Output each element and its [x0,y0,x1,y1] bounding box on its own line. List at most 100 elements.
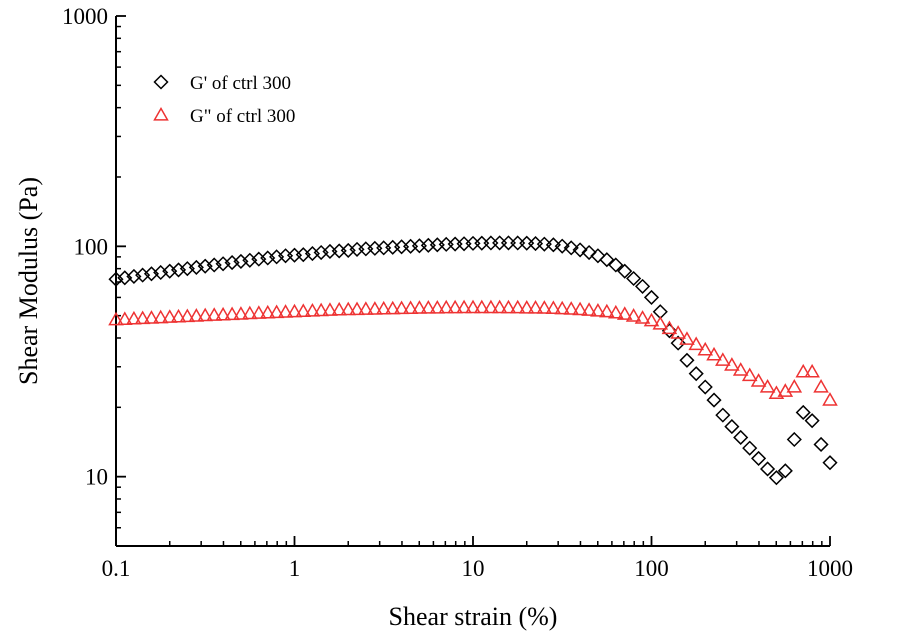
g-double-prime-point [402,300,419,314]
g-double-prime-point [197,307,213,322]
g-double-prime-point [759,379,776,393]
g-double-prime-point [813,379,829,393]
g-double-prime-point [340,301,357,316]
g-prime-point [403,238,419,254]
g-double-prime-point [429,299,446,314]
g-prime-point [385,239,401,255]
g-prime-point [474,235,490,251]
g-prime-point [420,237,436,253]
g-prime-point [331,243,347,259]
g-double-prime-point [670,325,686,339]
g-prime-point [590,248,606,264]
g-prime-point [322,243,338,260]
g-prime-point [162,263,178,279]
g-double-prime-point [795,363,812,378]
g-double-prime-point [616,306,633,320]
g-double-prime-point [804,363,820,378]
legend-marker-g-double-prime [153,106,169,121]
g-prime-point [545,237,561,253]
g-prime-point [554,238,570,254]
g-prime-point [188,259,204,275]
g-double-prime-point [715,352,731,366]
g-double-prime-point [608,304,624,319]
g-prime-point [536,236,552,252]
g-double-prime-point [732,362,749,376]
g-double-prime-point [706,346,722,361]
data-points [108,235,838,486]
g-double-prime-point [304,302,321,317]
g-prime-point [126,268,142,285]
g-double-prime-point [724,357,740,371]
g-double-prime-point [688,336,704,351]
y-axis-label: Shear Modulus (Pa) [14,177,43,385]
g-double-prime-point [233,306,249,320]
g-prime-point [510,235,526,251]
g-double-prime-point [465,299,481,314]
g-double-prime-point [518,299,535,314]
g-prime-point [135,267,151,283]
g-double-prime-point [473,299,490,314]
g-double-prime-point [384,300,401,315]
g-double-prime-point [438,299,455,314]
g-double-prime-point [786,379,803,393]
g-double-prime-point [170,308,187,323]
g-prime-point [438,236,454,252]
g-double-prime-point [634,310,651,324]
g-double-prime-point [420,299,437,314]
g-prime-point [340,242,356,258]
g-double-prime-point [108,311,124,326]
g-prime-point [492,235,508,251]
g-double-prime-point [572,301,588,316]
g-double-prime-point [500,299,517,314]
g-double-prime-point [554,300,570,315]
x-axis-label: Shear strain (%) [389,602,558,631]
x-tick-label: 10 [462,556,485,581]
g-double-prime-point [483,299,499,314]
g-prime-point [411,238,427,254]
x-tick-label: 1000 [807,556,853,581]
x-tick-label: 0.1 [102,556,131,581]
g-prime-point [108,271,124,287]
y-tick-label: 10 [85,465,108,490]
g-prime-point [706,392,722,408]
g-double-prime-point [527,299,544,314]
g-prime-point [313,244,329,261]
g-prime-point [688,366,704,382]
g-prime-point [777,463,793,479]
g-double-prime-point [143,310,160,324]
g-prime-point [394,239,410,255]
g-prime-point [804,413,820,429]
g-double-prime-point [242,305,258,320]
g-prime-point [742,440,758,456]
g-prime-point [367,240,383,256]
x-tick-label: 100 [634,556,669,581]
g-prime-point [519,235,535,251]
g-double-prime-point [206,307,223,321]
g-double-prime-point [215,306,231,321]
g-double-prime-point [268,304,285,319]
g-prime-point [358,241,374,257]
g-double-prime-point [161,309,178,323]
g-double-prime-point [652,315,669,330]
g-double-prime-point [134,310,151,325]
g-prime-point [465,235,481,251]
g-prime-point [447,236,463,252]
g-double-prime-point [679,331,695,345]
g-double-prime-point [367,301,383,315]
g-double-prime-point [286,303,303,318]
g-double-prime-point [625,308,642,322]
g-double-prime-point [545,300,562,314]
g-prime-point [626,270,642,287]
g-double-prime-point [295,303,312,317]
g-double-prime-point [741,367,758,382]
g-double-prime-point [599,303,615,318]
g-prime-point [795,404,811,421]
x-tick-label: 1 [289,556,301,581]
g-double-prime-point [224,306,240,321]
g-prime-point [456,236,472,252]
g-prime-point [697,379,713,395]
g-prime-point [563,240,579,256]
legend: G' of ctrl 300 G" of ctrl 300 [153,73,295,127]
g-prime-point [733,429,749,446]
g-double-prime-point [563,301,580,315]
